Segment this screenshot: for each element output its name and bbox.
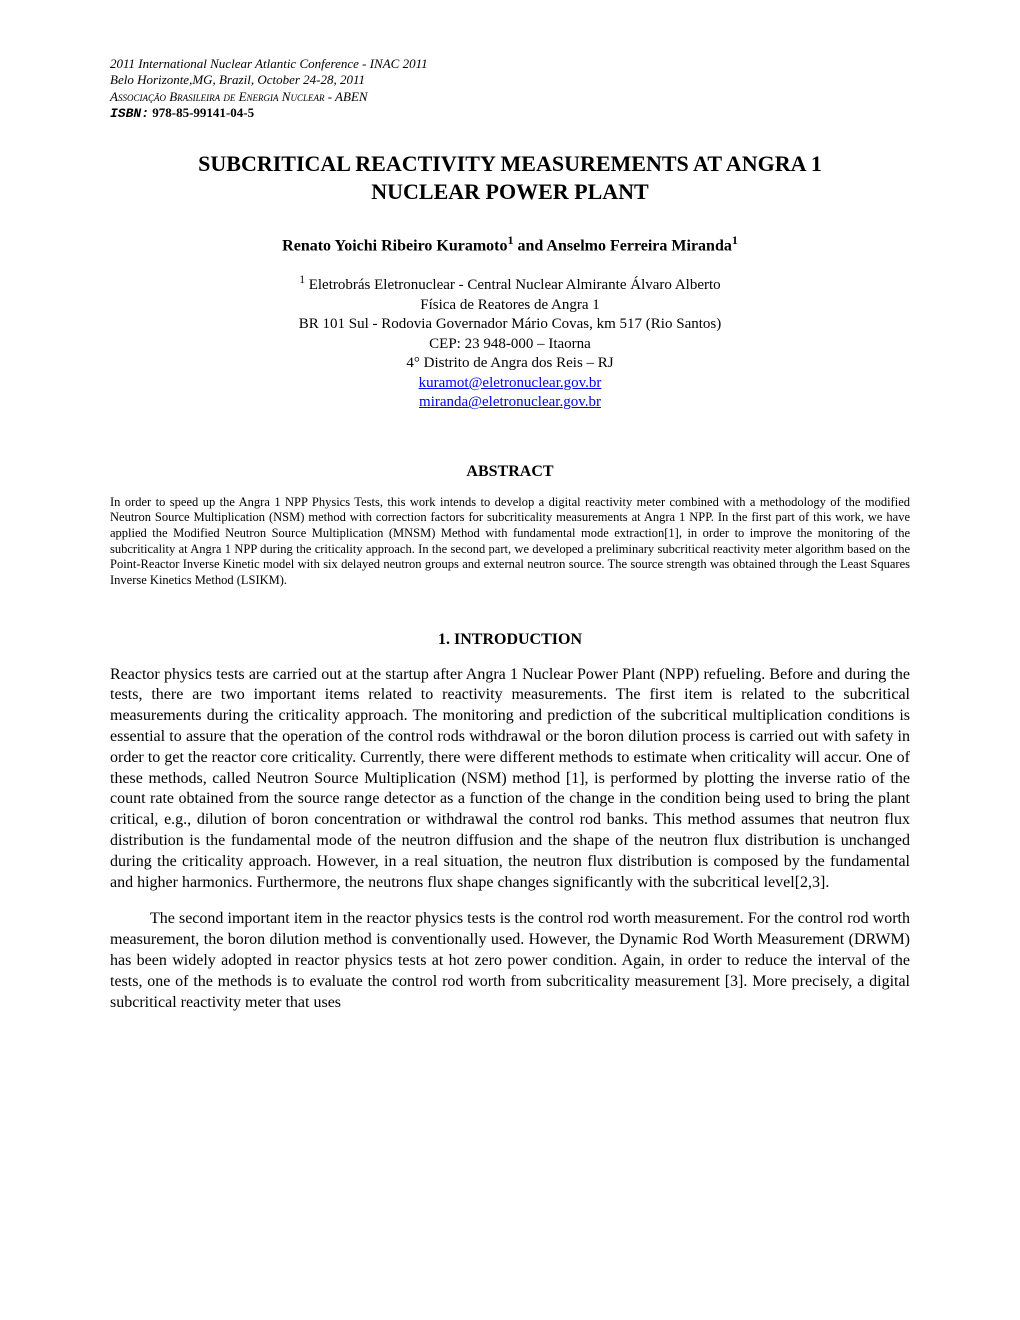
paper-title: SUBCRITICAL REACTIVITY MEASUREMENTS AT A… <box>170 150 850 205</box>
email-2-line: miranda@eletronuclear.gov.br <box>110 393 910 413</box>
email-link-1[interactable]: kuramot@eletronuclear.gov.br <box>419 375 602 391</box>
abstract-heading: ABSTRACT <box>110 463 910 481</box>
affiliation-block: 1 Eletrobrás Eletronuclear - Central Nuc… <box>110 273 910 413</box>
intro-paragraph-2: The second important item in the reactor… <box>110 909 910 1013</box>
author-connector: and <box>513 237 546 254</box>
affiliation-line-4: CEP: 23 948-000 – Itaorna <box>110 335 910 355</box>
isbn-value: 978-85-99141-04-5 <box>152 105 254 120</box>
author-2-affil: 1 <box>732 233 738 247</box>
author-2: Anselmo Ferreira Miranda <box>546 237 731 254</box>
conference-location: Belo Horizonte,MG, Brazil, October 24-28… <box>110 72 910 88</box>
affiliation-line-1: 1 Eletrobrás Eletronuclear - Central Nuc… <box>110 273 910 296</box>
abstract-text: In order to speed up the Angra 1 NPP Phy… <box>110 495 910 589</box>
email-link-2[interactable]: miranda@eletronuclear.gov.br <box>419 394 601 410</box>
author-1: Renato Yoichi Ribeiro Kuramoto <box>282 237 507 254</box>
affiliation-line-5: 4° Distrito de Angra dos Reis – RJ <box>110 354 910 374</box>
email-1-line: kuramot@eletronuclear.gov.br <box>110 374 910 394</box>
isbn-label: ISBN: <box>110 106 149 121</box>
affiliation-line-2: Física de Reatores de Angra 1 <box>110 296 910 316</box>
conference-header: 2011 International Nuclear Atlantic Conf… <box>110 56 910 122</box>
paper-page: 2011 International Nuclear Atlantic Conf… <box>0 0 1020 1089</box>
section-1-heading: 1. INTRODUCTION <box>110 631 910 649</box>
isbn-line: ISBN: 978-85-99141-04-5 <box>110 105 910 122</box>
conference-association: Associação Brasileira de Energia Nuclear… <box>110 89 910 105</box>
conference-name: 2011 International Nuclear Atlantic Conf… <box>110 56 910 72</box>
authors-line: Renato Yoichi Ribeiro Kuramoto 1 and Anse… <box>110 233 910 255</box>
affiliation-org: Eletrobrás Eletronuclear - Central Nucle… <box>305 277 721 293</box>
affiliation-line-3: BR 101 Sul - Rodovia Governador Mário Co… <box>110 315 910 335</box>
intro-paragraph-1: Reactor physics tests are carried out at… <box>110 665 910 894</box>
